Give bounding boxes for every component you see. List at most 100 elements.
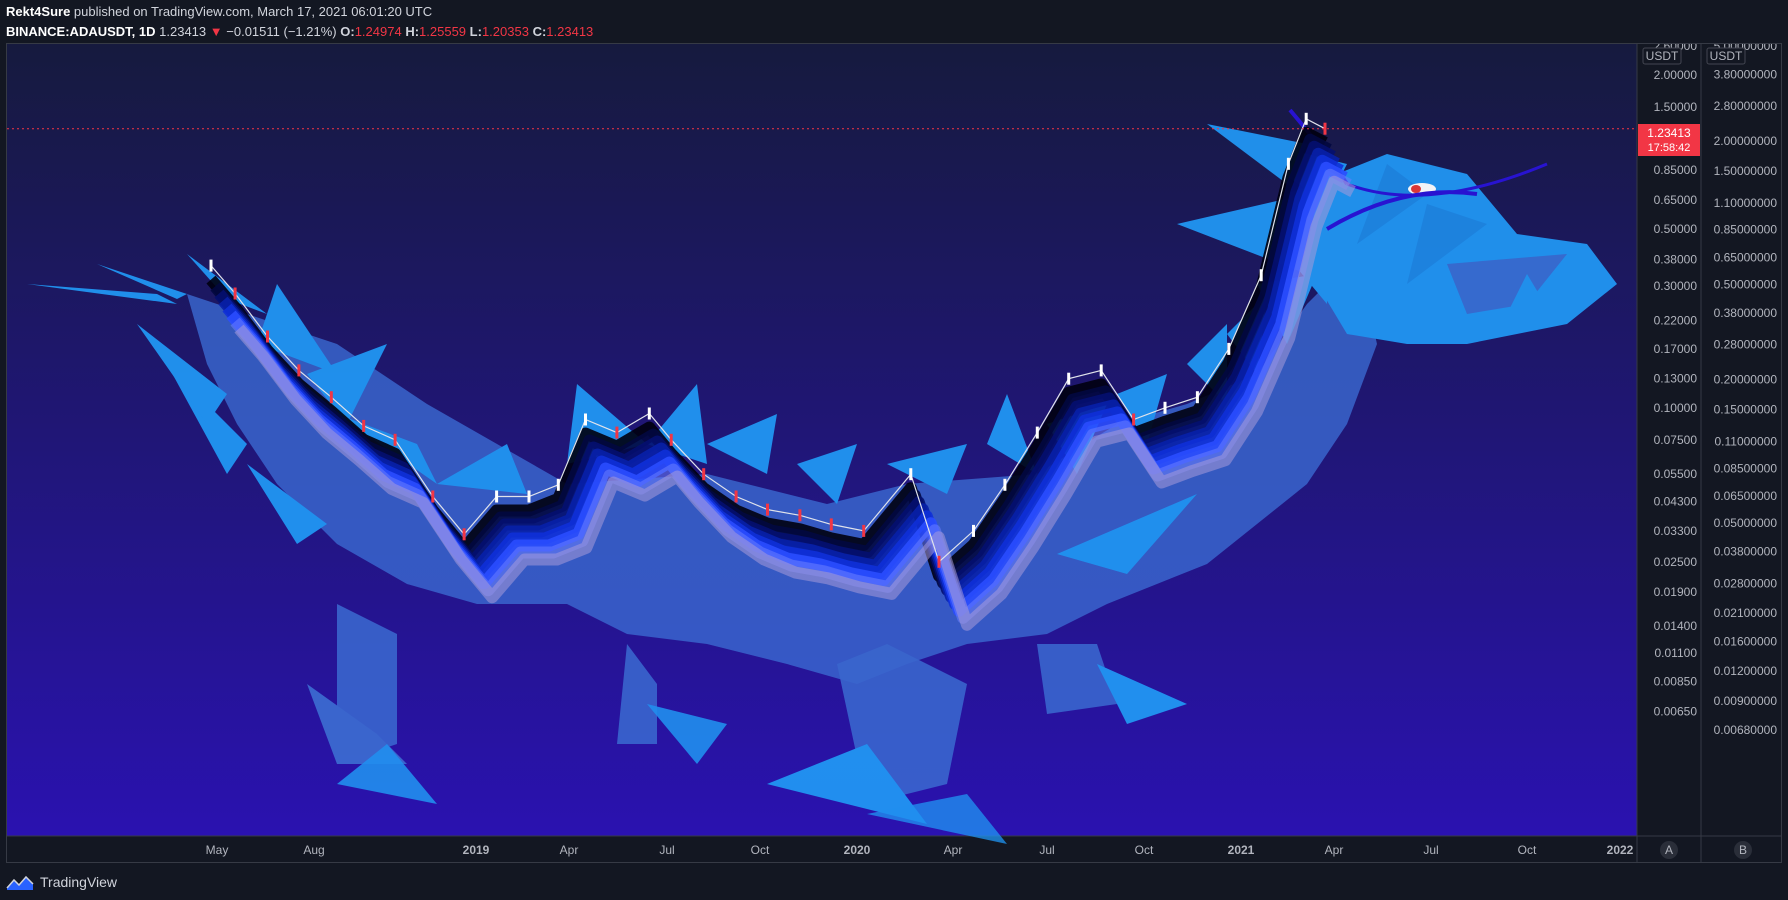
unit-box-a[interactable] [1642, 47, 1682, 65]
price-tick-a: 0.04300 [1654, 495, 1698, 509]
time-tick: Jul [1039, 843, 1054, 857]
candle [1003, 478, 1007, 491]
publish-line: Rekt4Sure published on TradingView.com, … [6, 4, 1776, 20]
price-tick-a: 0.50000 [1654, 222, 1698, 236]
candle [766, 503, 769, 516]
price-tick-a: 0.01900 [1654, 585, 1698, 599]
price-tick-b: 0.05000000 [1714, 516, 1778, 530]
price-tick-b: 0.06500000 [1714, 489, 1778, 503]
candle [862, 524, 866, 537]
scale-b-button[interactable] [1734, 841, 1752, 859]
price-tick-b: 0.38000000 [1714, 306, 1778, 320]
candle [1259, 269, 1263, 282]
price-scale-b[interactable]: 5.00000000 3.80000000 2.80000000 2.00000000… [1714, 44, 1778, 737]
chart-frame[interactable]: 2.600002.000001.500001.100000.850000.650… [6, 43, 1782, 863]
candle [266, 330, 269, 343]
candle [1286, 157, 1290, 170]
low-label: L: [469, 24, 482, 39]
scale-background [1637, 44, 1781, 836]
time-tick: Apr [1325, 843, 1344, 857]
candle [1195, 391, 1199, 404]
candle [362, 419, 366, 432]
price-tick-a: 1.50000 [1654, 100, 1698, 114]
tradingview-logo-icon[interactable] [6, 873, 34, 891]
candle [798, 509, 802, 522]
candle [393, 433, 397, 446]
high-value: 1.25559 [419, 24, 467, 39]
time-tick: 2020 [844, 843, 871, 857]
time-tick: Jul [1423, 843, 1438, 857]
candle [233, 287, 237, 300]
candle [209, 259, 213, 272]
unit-box-b[interactable] [1706, 47, 1746, 65]
candle [527, 490, 531, 503]
chart-header: Rekt4Sure published on TradingView.com, … [6, 4, 1776, 42]
price-tick-b: 0.03800000 [1714, 545, 1778, 559]
candle [972, 524, 975, 537]
price-tag [1638, 124, 1700, 156]
price-tag-value: 1.23413 [1647, 126, 1691, 140]
price-tick-a: 0.10000 [1654, 401, 1698, 415]
price-tick-b: 0.50000000 [1714, 278, 1778, 292]
price-tick-b: 1.10000000 [1714, 196, 1778, 210]
price-series [209, 112, 1327, 568]
footer: TradingView [6, 870, 117, 894]
high-label: H: [405, 24, 420, 39]
time-tick: 2021 [1228, 843, 1255, 857]
price-tick-a: 0.30000 [1654, 279, 1698, 293]
time-tick: Oct [751, 843, 770, 857]
price-tick-b: 0.85000000 [1714, 223, 1778, 237]
symbol-name[interactable]: BINANCE:ADAUSDT, 1D [6, 24, 156, 39]
tradingview-brand[interactable]: TradingView [40, 874, 118, 890]
time-axis[interactable]: May Aug 2019 Apr Jul Oct 2020 Apr Jul Oct 2021 Apr J… [206, 843, 1634, 857]
scale-a-button[interactable] [1660, 841, 1678, 859]
candle [556, 478, 560, 491]
price-tick-b: 5.00000000 [1714, 44, 1778, 53]
time-tick: Jul [659, 843, 674, 857]
price-tick-a: 0.00850 [1654, 675, 1698, 689]
price-tick-a: 0.01100 [1655, 646, 1698, 660]
candle [431, 490, 435, 503]
candle [297, 364, 301, 377]
price-tick-b: 0.20000000 [1714, 373, 1778, 387]
time-tick: Aug [303, 843, 324, 857]
candle [495, 490, 499, 503]
candle [1163, 401, 1167, 414]
last-price: 1.23413 [159, 24, 207, 39]
price-tick-a: 0.01400 [1654, 619, 1698, 633]
candle [937, 555, 941, 568]
price-change: −0.01511 (−1.21%) [226, 24, 337, 39]
unit-label-a: USDT [1646, 49, 1679, 63]
close-value: 1.23413 [546, 24, 594, 39]
price-tick-b: 0.08500000 [1714, 461, 1778, 475]
price-tick-a: 2.00000 [1654, 68, 1698, 82]
price-tick-b: 0.00900000 [1714, 694, 1778, 708]
candle [329, 391, 333, 404]
price-tick-a: 0.02500 [1654, 555, 1698, 569]
price-tick-a: 0.17000 [1654, 342, 1698, 356]
time-tick: Apr [944, 843, 963, 857]
down-arrow-icon: ▼ [209, 24, 223, 39]
price-tick-a: 0.13000 [1654, 372, 1698, 386]
time-tick: Apr [560, 843, 579, 857]
price-tick-a: 0.03300 [1654, 524, 1698, 538]
close-label: C: [532, 24, 547, 39]
candle [909, 468, 913, 481]
chart-canvas[interactable]: 2.600002.000001.500001.100000.850000.650… [7, 44, 1782, 863]
price-tick-b: 0.15000000 [1714, 402, 1778, 416]
unit-label-b: USDT [1710, 49, 1743, 63]
candle [1067, 372, 1071, 385]
scale-b-button-label: B [1739, 843, 1747, 857]
time-tick: Oct [1135, 843, 1154, 857]
candle [1035, 426, 1039, 439]
candle [462, 528, 466, 541]
candle [669, 433, 673, 446]
author-name[interactable]: Rekt4Sure [6, 4, 71, 19]
price-tick-b: 0.01200000 [1714, 664, 1778, 678]
open-label: O: [340, 24, 355, 39]
time-tick: May [206, 843, 229, 857]
price-tick-b: 2.00000000 [1714, 134, 1778, 148]
price-scale-a[interactable]: 2.600002.000001.500001.100000.850000.650… [1654, 44, 1698, 718]
price-ribbon [206, 126, 1356, 631]
price-tick-b: 0.28000000 [1714, 338, 1778, 352]
